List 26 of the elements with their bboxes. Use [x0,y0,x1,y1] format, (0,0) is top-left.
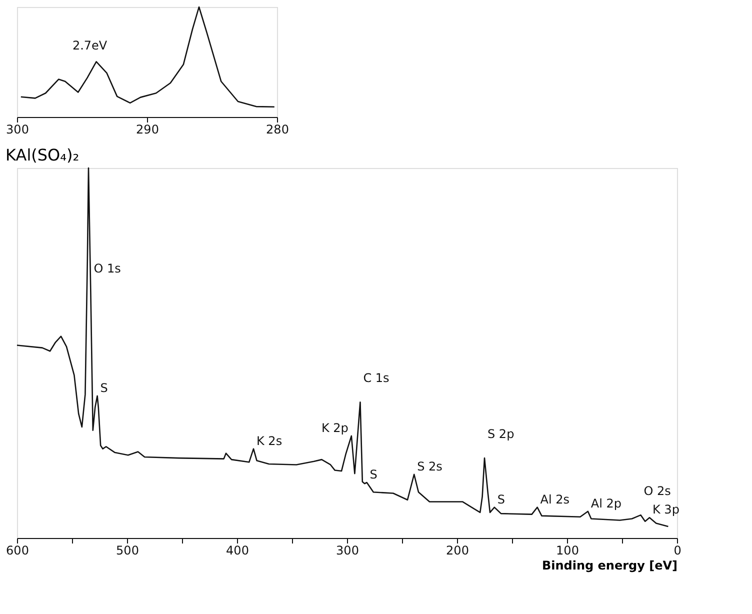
x-tick-label: 0 [674,544,682,558]
x-tick-label: 280 [266,122,289,136]
annotation: K 3p [652,502,680,517]
x-tick-label: 600 [6,544,29,558]
annotation: C 1s [363,371,390,386]
annotation: K 2p [321,420,348,435]
x-tick-label: 290 [136,122,159,136]
annotation: O 2s [644,484,671,498]
annotation: K 2s [256,434,282,448]
annotation: 2.7eV [72,38,108,52]
annotation: S [497,492,506,506]
annotation: S [100,380,108,395]
x-axis-title: Binding energy [eV] [542,558,678,572]
x-tick-label: 400 [226,544,249,558]
chart-title: KAl(SO₄)₂ [6,145,80,164]
x-tick-label: 200 [446,544,469,558]
x-tick-label: 500 [116,544,139,558]
x-tick-label: 300 [6,122,29,136]
annotation: O 1s [94,261,121,276]
annotation: S 2s [417,459,442,474]
annotation: S 2p [488,427,514,442]
x-tick-label: 300 [336,544,359,558]
annotation: Al 2s [540,492,570,506]
annotation: S [370,468,378,482]
annotation: Al 2p [590,496,622,510]
x-tick-label: 100 [556,544,579,558]
